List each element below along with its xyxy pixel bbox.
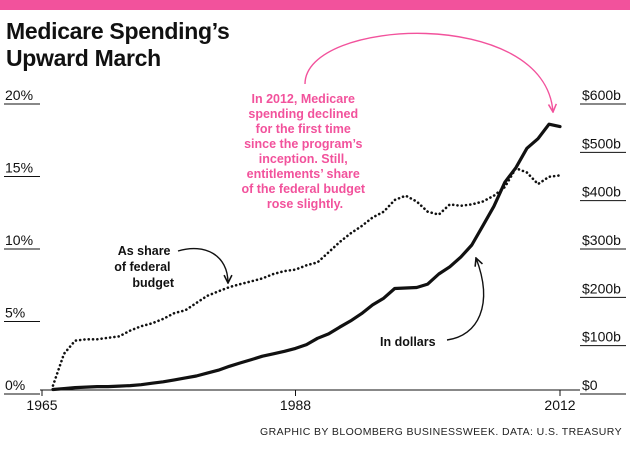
series-line-as-share-of-federal-budget (51, 166, 562, 387)
title-line-1: Medicare Spending’s (6, 18, 230, 44)
left-tick-label: 15% (5, 160, 33, 176)
share-annotation-line-3: budget (132, 276, 174, 290)
x-tick-label: 1988 (280, 397, 311, 413)
share-annotation-arrow (177, 247, 228, 283)
series (51, 122, 562, 392)
callout-line-4: since the program’s (244, 137, 362, 151)
right-tick-label: $600b (582, 87, 621, 103)
callout-line-7: of the federal budget (241, 182, 365, 196)
dollars-annotation: In dollars (380, 335, 436, 349)
chart-title: Medicare Spending’s Upward March (6, 18, 230, 72)
left-tick-label: 20% (5, 87, 33, 103)
callout-line-3: for the first time (256, 122, 351, 136)
share-annotation-line-2: of federal (114, 260, 170, 274)
left-tick-label: 0% (5, 377, 25, 393)
callout-line-1: In 2012, Medicare (251, 92, 355, 106)
right-tick-label: $0 (582, 377, 598, 393)
right-tick-label: $200b (582, 280, 621, 296)
callout-arrow (304, 32, 553, 112)
callout-line-5: inception. Still, (259, 152, 348, 166)
top-accent-bar (0, 0, 630, 10)
callout-annotation: In 2012, Medicare spending declined for … (241, 92, 368, 211)
x-tick-label: 2012 (544, 397, 575, 413)
right-tick-label: $100b (582, 329, 621, 345)
right-tick-label: $400b (582, 184, 621, 200)
x-tick-label: 1965 (26, 397, 57, 413)
gridlines (4, 103, 626, 395)
dollars-annotation-arrow (446, 258, 485, 341)
callout-line-6: entitlements’ share (247, 167, 360, 181)
right-tick-label: $500b (582, 135, 621, 151)
title-line-2: Upward March (6, 45, 161, 71)
callout-line-2: spending declined (248, 107, 358, 121)
axes: 0% 5% 10% 15% 20% $0 $100b $200b $300b $400b $500b… (5, 87, 621, 413)
source-credit: GRAPHIC BY BLOOMBERG BUSINESSWEEK. DATA:… (260, 426, 622, 438)
share-annotation: As share of federal budget (114, 244, 175, 290)
annotations: As share of federal budget In dollars In… (114, 32, 553, 349)
series-line-in-dollars (51, 122, 562, 392)
share-annotation-line-1: As share (118, 244, 171, 258)
left-tick-label: 5% (5, 305, 25, 321)
callout-line-8: rose slightly. (267, 197, 343, 211)
right-tick-label: $300b (582, 232, 621, 248)
left-tick-label: 10% (5, 232, 33, 248)
